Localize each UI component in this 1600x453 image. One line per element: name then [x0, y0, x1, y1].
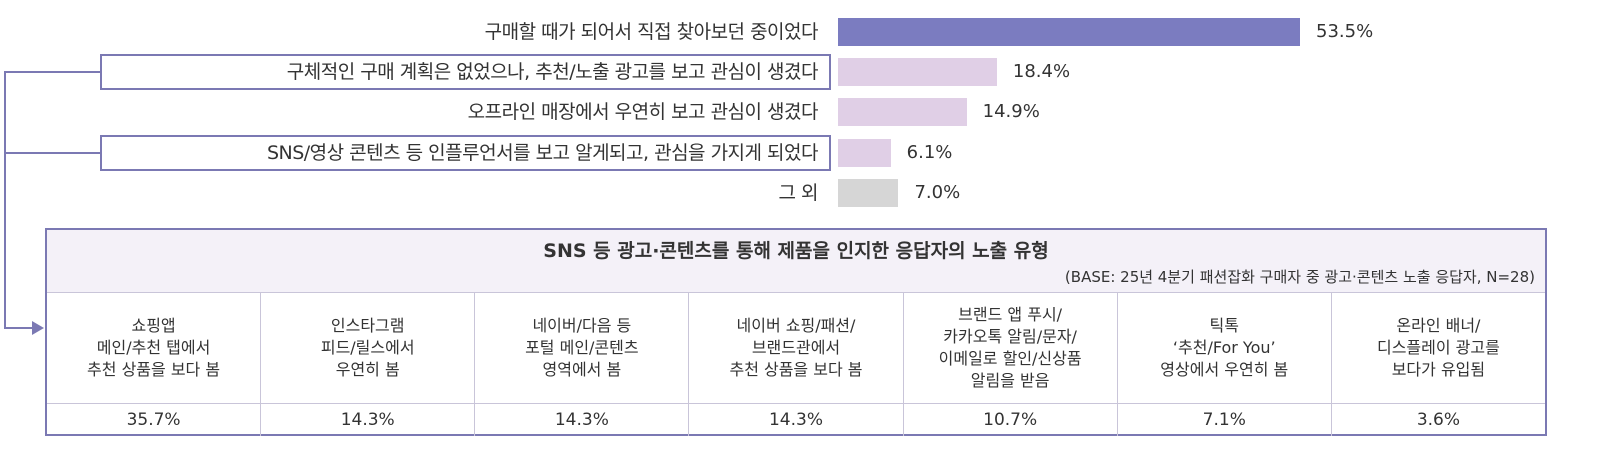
connector-line — [4, 327, 34, 329]
column-label: 브랜드 앱 푸시/ 카카오톡 알림/문자/ 이메일로 할인/신상품 알림을 받음 — [903, 293, 1118, 404]
data-label: 18.4% — [1012, 61, 1071, 82]
data-label: 14.9% — [982, 101, 1040, 122]
column-value: 14.3% — [475, 404, 690, 436]
arrow-icon — [32, 321, 44, 335]
connector-line — [4, 152, 100, 154]
values-row: 35.7% 14.3% 14.3% 14.3% 10.7% 7.1% 3.6% — [47, 404, 1545, 436]
exposure-table: SNS 등 광고·콘텐츠를 통해 제품을 인지한 응답자의 노출 유형 (BAS… — [45, 228, 1547, 436]
column-value: 3.6% — [1416, 410, 1461, 430]
column-value: 10.7% — [904, 404, 1118, 436]
column-value: 35.7% — [47, 404, 262, 436]
column-label: 쇼핑앱 메인/추천 탭에서 추천 상품을 보다 봄 — [47, 293, 262, 404]
data-label: 6.1% — [906, 142, 953, 163]
connector-line — [4, 71, 6, 329]
highlight-box — [100, 54, 831, 90]
data-label: 53.5% — [1316, 21, 1374, 42]
category-label: 구매할 때가 되어서 직접 찾아보던 중이었다 — [484, 21, 819, 43]
column-label: 틱톡 ‘추천/For You’ 영상에서 우연히 봄 — [1117, 293, 1332, 404]
column-value: 7.1% — [1118, 404, 1332, 436]
column-label: 인스타그램 피드/릴스에서 우연히 봄 — [261, 293, 476, 404]
column-value: 14.3% — [261, 404, 476, 436]
table-title: SNS 등 광고·콘텐츠를 통해 제품을 인지한 응답자의 노출 유형 — [543, 240, 1049, 262]
table-header: SNS 등 광고·콘텐츠를 통해 제품을 인지한 응답자의 노출 유형 (BAS… — [47, 230, 1545, 293]
column-label: 네이버 쇼핑/패션/ 브랜드관에서 추천 상품을 보다 봄 — [689, 293, 904, 404]
bar — [838, 98, 967, 126]
category-label: 그 외 — [778, 182, 819, 204]
column-label: 네이버/다음 등 포털 메인/콘텐츠 영역에서 봄 — [475, 293, 690, 404]
highlight-box — [100, 135, 831, 171]
category-label: 구체적인 구매 계획은 없었으나, 추천/노출 광고를 보고 관심이 생겼다 — [286, 61, 819, 83]
data-label: 7.0% — [914, 182, 961, 203]
bar — [838, 58, 997, 86]
connector-line — [4, 71, 100, 73]
bar — [838, 18, 1300, 46]
table-base-note: (BASE: 25년 4분기 패션잡화 구매자 중 광고·콘텐츠 노출 응답자,… — [1064, 268, 1535, 286]
column-labels-row: 쇼핑앱 메인/추천 탭에서 추천 상품을 보다 봄 인스타그램 피드/릴스에서 우… — [47, 293, 1545, 404]
category-label: 오프라인 매장에서 우연히 보고 관심이 생겼다 — [467, 101, 819, 123]
category-label: SNS/영상 콘텐츠 등 인플루언서를 보고 알게되고, 관심을 가지게 되었다 — [266, 142, 819, 164]
column-label: 온라인 배너/ 디스플레이 광고를 보다가 유입됨 — [1331, 293, 1545, 404]
column-value: 14.3% — [689, 404, 904, 436]
bar — [838, 139, 891, 167]
bar — [838, 179, 899, 207]
